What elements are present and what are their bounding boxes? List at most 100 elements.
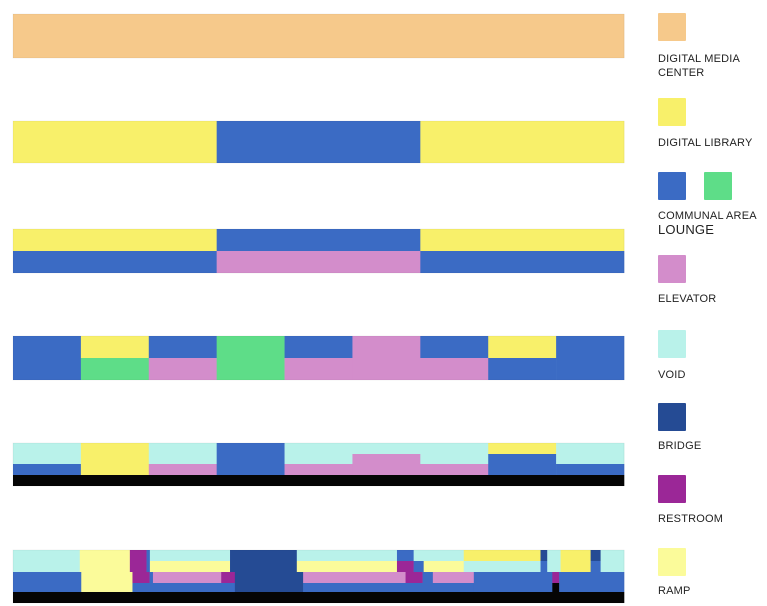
block-void [420,454,489,464]
block-elevator [420,464,489,475]
block-void [284,454,353,464]
block-ramp [79,550,131,561]
block-digital-library [13,229,217,251]
block-ramp [79,561,131,572]
block-communal-area [13,464,82,475]
block-void [420,443,489,454]
swatch-ramp [658,548,686,576]
block-communal-area [488,358,557,380]
block-communal-area [216,121,421,163]
block-digital-library [420,121,625,163]
block-elevator [284,358,353,380]
block-communal-area [473,583,553,592]
block-communal-area [396,550,414,561]
swatch-elevator [658,255,686,283]
block-black [552,583,560,592]
block-communal-area [488,454,557,464]
stage-outline [12,335,625,381]
block-communal-area [152,583,236,592]
block-restroom [552,572,560,583]
block-ramp [296,561,398,572]
block-communal-area [13,251,217,273]
stage-outline [12,228,625,274]
swatch-communal-area [658,172,686,200]
block-communal-area [540,561,548,572]
block-restroom [221,572,236,583]
block-void [463,561,541,572]
block-void [352,443,421,454]
block-void [600,561,625,572]
block-bridge [590,550,601,561]
block-communal-area [422,572,434,583]
block-restroom [129,561,147,572]
block-digital-library [80,336,150,358]
legend-label-elevator: ELEVATOR [658,293,717,305]
block-digital-library [80,464,150,475]
block-void [296,550,398,561]
stage-outline [12,442,625,487]
block-ramp [423,561,465,572]
block-lounge [216,358,285,380]
block-bridge [540,550,548,561]
program-strips [12,13,625,604]
block-communal-area [556,464,625,475]
legend-label-lounge: LOUNGE [658,222,715,237]
block-communal-area [216,454,285,464]
block-digital-media-center [13,14,625,58]
swatch-digital-library [658,98,686,126]
stage-3 [12,228,625,274]
block-void [547,561,561,572]
swatch-digital-media-center [658,13,686,41]
block-void [13,454,82,464]
block-elevator [303,572,406,583]
block-communal-area [413,561,424,572]
block-restroom [396,561,414,572]
stage-1 [12,13,625,59]
block-bridge [234,583,304,592]
block-elevator [148,358,217,380]
block-elevator [152,572,222,583]
block-communal-area [284,336,353,358]
block-bridge [230,561,298,572]
legend-label-digital-library: DIGITAL LIBRARY [658,137,753,149]
legend-label-bridge: BRIDGE [658,440,702,452]
block-communal-area [146,550,151,561]
block-communal-area [149,572,154,583]
block-communal-area [13,336,82,358]
block-elevator [216,251,421,273]
legend-label-communal-area: COMMUNAL AREA [658,210,757,222]
block-ramp [81,583,133,592]
block-void [13,561,81,572]
block-restroom [132,572,150,583]
block-elevator [420,358,489,380]
block-communal-area [488,464,557,475]
block-digital-library [80,454,150,464]
block-black [13,475,625,486]
stage-outline [12,549,625,604]
block-elevator [148,464,217,475]
block-void [556,443,625,454]
block-ramp [149,561,231,572]
block-elevator [352,464,421,475]
block-digital-library [420,229,625,251]
block-digital-library [488,336,557,358]
block-communal-area [216,464,285,475]
block-void [600,550,625,561]
stage-4 [12,335,625,381]
block-digital-library [463,550,541,561]
stage-outline [12,13,625,59]
block-communal-area [13,583,82,592]
block-communal-area [559,572,625,583]
block-elevator [284,464,353,475]
block-elevator [352,454,421,464]
block-lounge [216,336,285,358]
stage-5 [12,442,625,487]
block-communal-area [216,229,421,251]
block-communal-area [556,358,625,380]
block-communal-area [590,561,601,572]
stage-2 [12,120,625,164]
block-lounge [80,358,150,380]
swatch-void [658,330,686,358]
block-communal-area [559,583,625,592]
block-digital-library [560,561,591,572]
